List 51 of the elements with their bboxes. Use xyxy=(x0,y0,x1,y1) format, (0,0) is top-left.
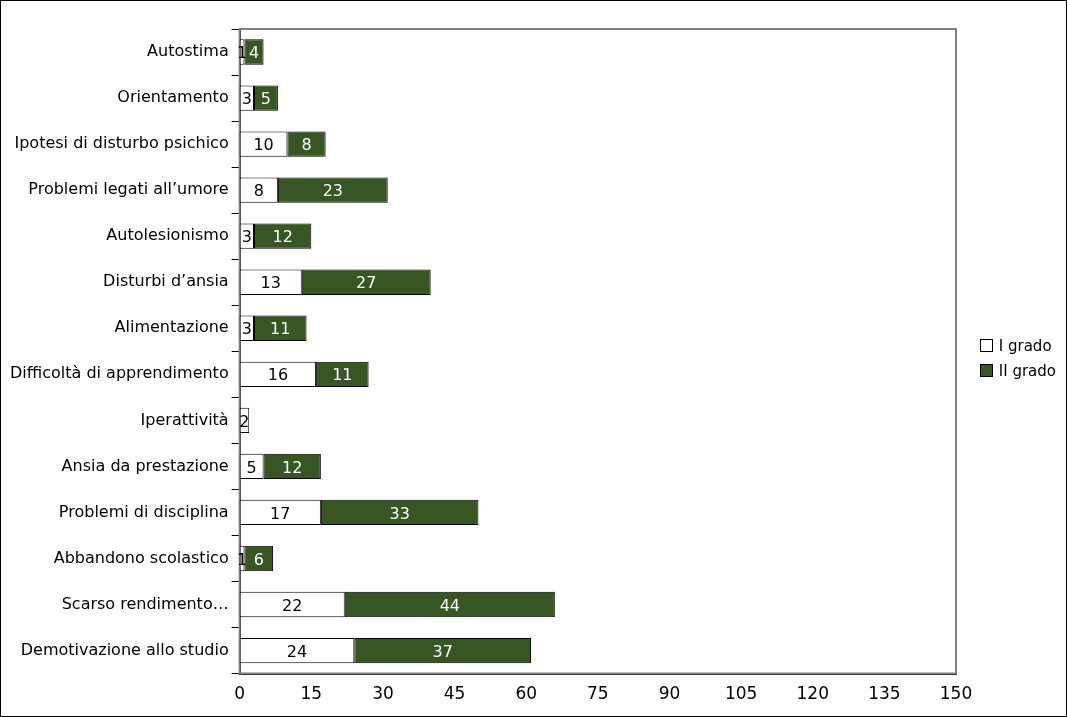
x-tick-label: 0 xyxy=(234,683,246,704)
data-label: 24 xyxy=(286,641,308,661)
y-tick-label: Autolesionismo xyxy=(106,225,229,245)
x-tick-label: 120 xyxy=(796,683,829,704)
x-tick-label: 135 xyxy=(868,683,901,704)
x-tick-label: 60 xyxy=(515,683,538,704)
x-tick-label: 150 xyxy=(939,683,973,704)
data-label: 33 xyxy=(389,503,410,523)
data-label: 13 xyxy=(260,273,281,293)
x-tick-label: 15 xyxy=(300,683,323,704)
y-tick-label: Ansia da prestazione xyxy=(61,455,229,475)
data-label: 11 xyxy=(270,319,291,339)
y-tick-label: Orientamento xyxy=(117,87,229,107)
data-label: 44 xyxy=(439,595,460,615)
y-tick-label: Alimentazione xyxy=(114,317,229,337)
data-label: 27 xyxy=(356,273,377,293)
x-tick-label: 90 xyxy=(658,683,681,704)
y-tick-label: Scarso rendimento… xyxy=(61,593,229,613)
data-label: 23 xyxy=(322,181,343,201)
data-label: 3 xyxy=(241,319,252,339)
data-label: 8 xyxy=(253,181,264,201)
data-label: 12 xyxy=(272,227,293,247)
data-label: 4 xyxy=(248,43,260,63)
data-label: 10 xyxy=(253,135,274,155)
data-label: 37 xyxy=(432,641,453,661)
y-tick-label: Ipotesi di disturbo psichico xyxy=(14,133,229,153)
x-tick-label: 45 xyxy=(443,683,466,704)
x-tick-label: 30 xyxy=(372,683,394,704)
data-label: 8 xyxy=(301,135,312,155)
y-tick-label: Iperattività xyxy=(140,409,229,429)
x-tick-label: 105 xyxy=(724,683,758,704)
y-tick-label: Problemi di disciplina xyxy=(58,501,229,521)
y-tick-label: Disturbi d’ansia xyxy=(103,271,229,291)
data-label: 17 xyxy=(270,503,291,523)
data-label: 16 xyxy=(267,365,289,385)
data-label: 3 xyxy=(241,89,252,109)
y-tick-label: Demotivazione allo studio xyxy=(20,639,229,659)
data-label: 22 xyxy=(282,595,303,615)
y-tick-label: Problemi legati all’umore xyxy=(28,179,229,199)
legend-label: II grado xyxy=(998,361,1056,380)
data-label: 3 xyxy=(241,227,252,247)
data-label: 11 xyxy=(332,365,353,385)
y-tick-label: Abbandono scolastico xyxy=(53,547,229,567)
data-label: 12 xyxy=(282,457,303,477)
data-label: 6 xyxy=(253,549,264,569)
y-tick-label: Difficoltà di apprendimento xyxy=(9,363,229,383)
data-label: 5 xyxy=(260,89,272,109)
text: I grado xyxy=(998,336,1052,355)
x-tick-label: 75 xyxy=(587,683,609,704)
data-label: 5 xyxy=(246,457,257,477)
y-tick-label: Autostima xyxy=(147,41,229,61)
